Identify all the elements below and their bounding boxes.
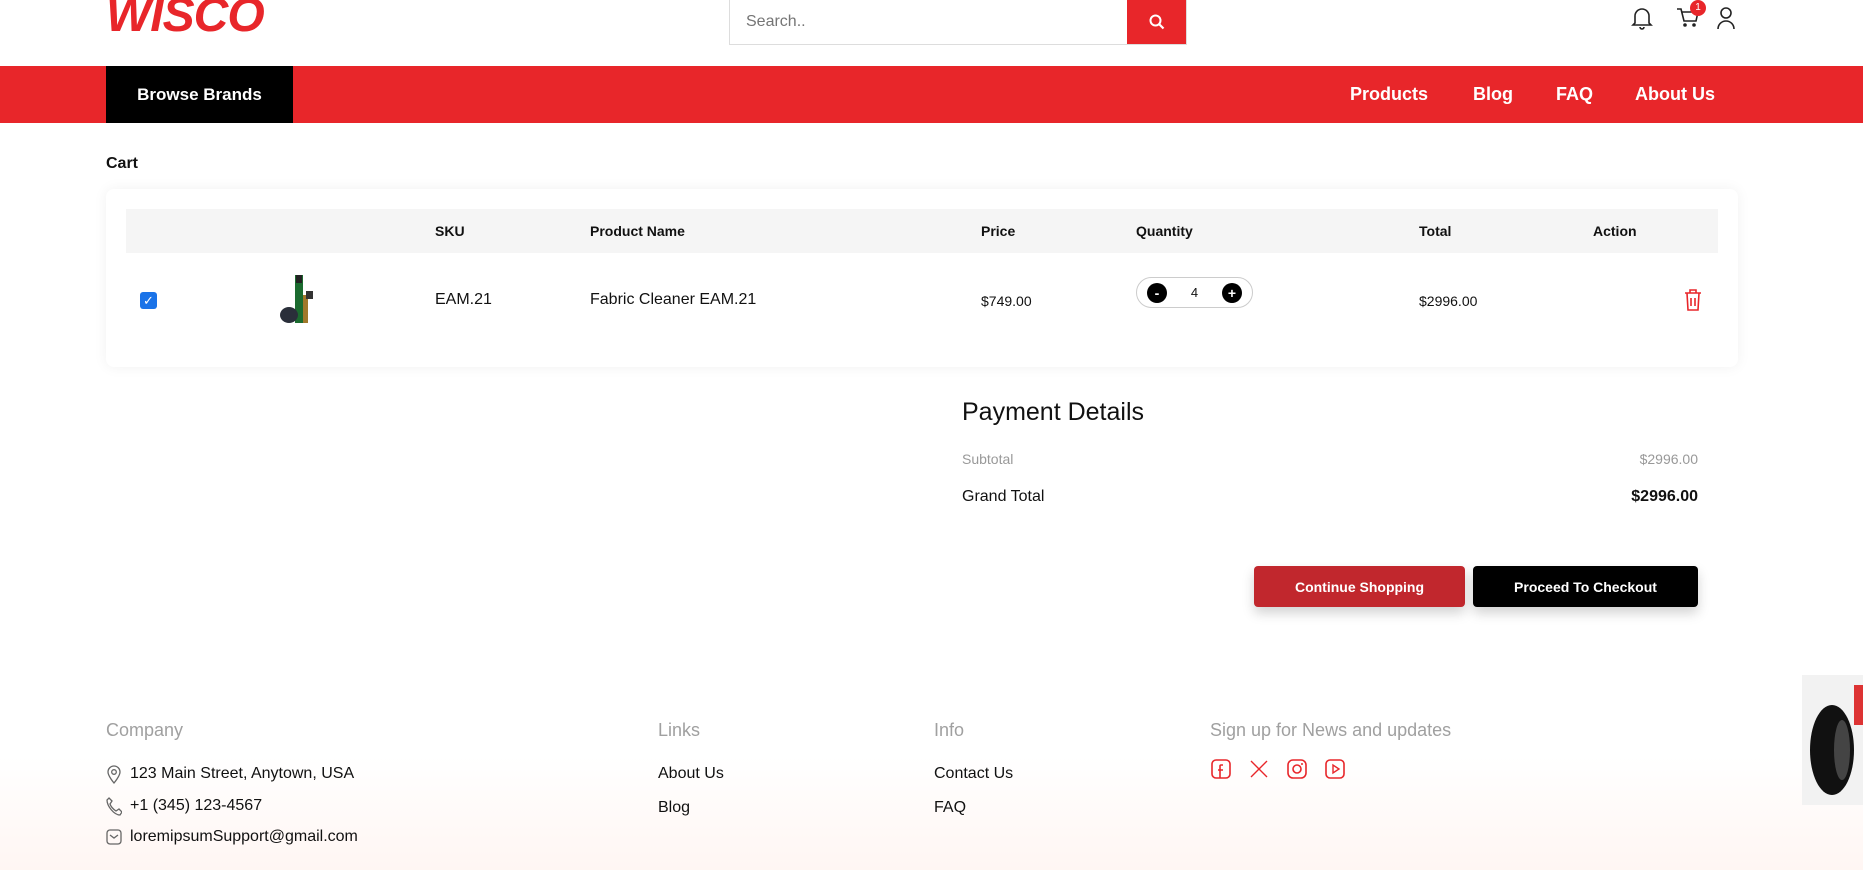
youtube-icon[interactable] [1324, 758, 1346, 780]
instagram-icon[interactable] [1286, 758, 1308, 780]
col-product-name: Product Name [590, 223, 685, 239]
page-title: Cart [106, 155, 139, 172]
item-sku: EAM.21 [435, 291, 492, 308]
table-header: SKU Product Name Price Quantity Total Ac… [126, 209, 1718, 253]
account-button[interactable] [1712, 4, 1740, 32]
search-bar [729, 0, 1187, 45]
footer-background [0, 680, 1863, 870]
footer-email[interactable]: loremipsumSupport@gmail.com [106, 828, 358, 846]
search-input[interactable] [730, 0, 1127, 44]
item-total: $2996.00 [1419, 293, 1478, 309]
item-checkbox[interactable]: ✓ [140, 292, 157, 309]
location-icon [107, 765, 121, 784]
footer-info-heading: Info [934, 720, 965, 740]
user-icon [1717, 7, 1735, 30]
footer-link-about-us[interactable]: About Us [658, 765, 724, 782]
cart-count-badge: 1 [1690, 0, 1706, 16]
col-total: Total [1419, 223, 1452, 239]
col-price: Price [981, 223, 1016, 239]
delete-icon[interactable] [1683, 288, 1703, 312]
footer-phone[interactable]: +1 (345) 123-4567 [106, 796, 262, 816]
nav-products[interactable]: Products [1350, 84, 1429, 104]
nav-about-us[interactable]: About Us [1635, 84, 1715, 104]
email-text: loremipsumSupport@gmail.com [130, 828, 358, 845]
col-sku: SKU [435, 223, 465, 239]
phone-icon [106, 797, 122, 816]
decrease-quantity-button[interactable]: - [1147, 282, 1167, 303]
phone-text: +1 (345) 123-4567 [130, 797, 263, 814]
item-price: $749.00 [981, 293, 1032, 309]
browse-brands-button[interactable]: Browse Brands [106, 66, 293, 123]
footer-address: 123 Main Street, Anytown, USA [106, 764, 354, 784]
footer-link-blog[interactable]: Blog [658, 799, 691, 816]
mail-icon [106, 829, 122, 845]
footer-link-faq[interactable]: FAQ [934, 799, 967, 816]
bell-icon [1631, 8, 1653, 30]
main-nav: Browse Brands Products Blog FAQ About Us [0, 66, 1863, 123]
address-text: 123 Main Street, Anytown, USA [130, 765, 355, 782]
tire-image [1802, 675, 1863, 805]
search-button[interactable] [1127, 0, 1186, 44]
grand-total-label: Grand Total [962, 488, 1045, 505]
grand-total-value: $2996.00 [1631, 488, 1698, 505]
payment-details-title: Payment Details [962, 398, 1145, 426]
col-quantity: Quantity [1136, 223, 1193, 239]
product-image[interactable] [275, 275, 320, 325]
quantity-value[interactable]: 4 [1190, 285, 1199, 300]
x-icon[interactable] [1248, 758, 1270, 780]
nav-faq[interactable]: FAQ [1556, 84, 1594, 104]
footer-signup-heading: Sign up for News and updates [1210, 720, 1452, 740]
nav-blog[interactable]: Blog [1473, 84, 1513, 104]
proceed-to-checkout-button[interactable]: Proceed To Checkout [1473, 566, 1698, 607]
increase-quantity-button[interactable]: + [1221, 282, 1242, 303]
cart-table: SKU Product Name Price Quantity Total Ac… [106, 189, 1738, 367]
footer-company-heading: Company [106, 720, 184, 740]
notification-button[interactable] [1628, 4, 1656, 32]
footer-link-contact-us[interactable]: Contact Us [934, 765, 1014, 782]
cart-button[interactable]: 1 [1674, 0, 1706, 32]
facebook-icon[interactable] [1210, 758, 1232, 780]
subtotal-value: $2996.00 [1639, 451, 1698, 467]
search-icon [1149, 14, 1164, 30]
footer-links-heading: Links [658, 720, 701, 740]
logo[interactable]: WISCO [106, 0, 265, 42]
continue-shopping-button[interactable]: Continue Shopping [1254, 566, 1465, 607]
quantity-stepper: - 4 + [1136, 277, 1253, 308]
subtotal-label: Subtotal [962, 451, 1014, 467]
col-action: Action [1593, 223, 1637, 239]
item-name[interactable]: Fabric Cleaner EAM.21 [590, 291, 757, 308]
